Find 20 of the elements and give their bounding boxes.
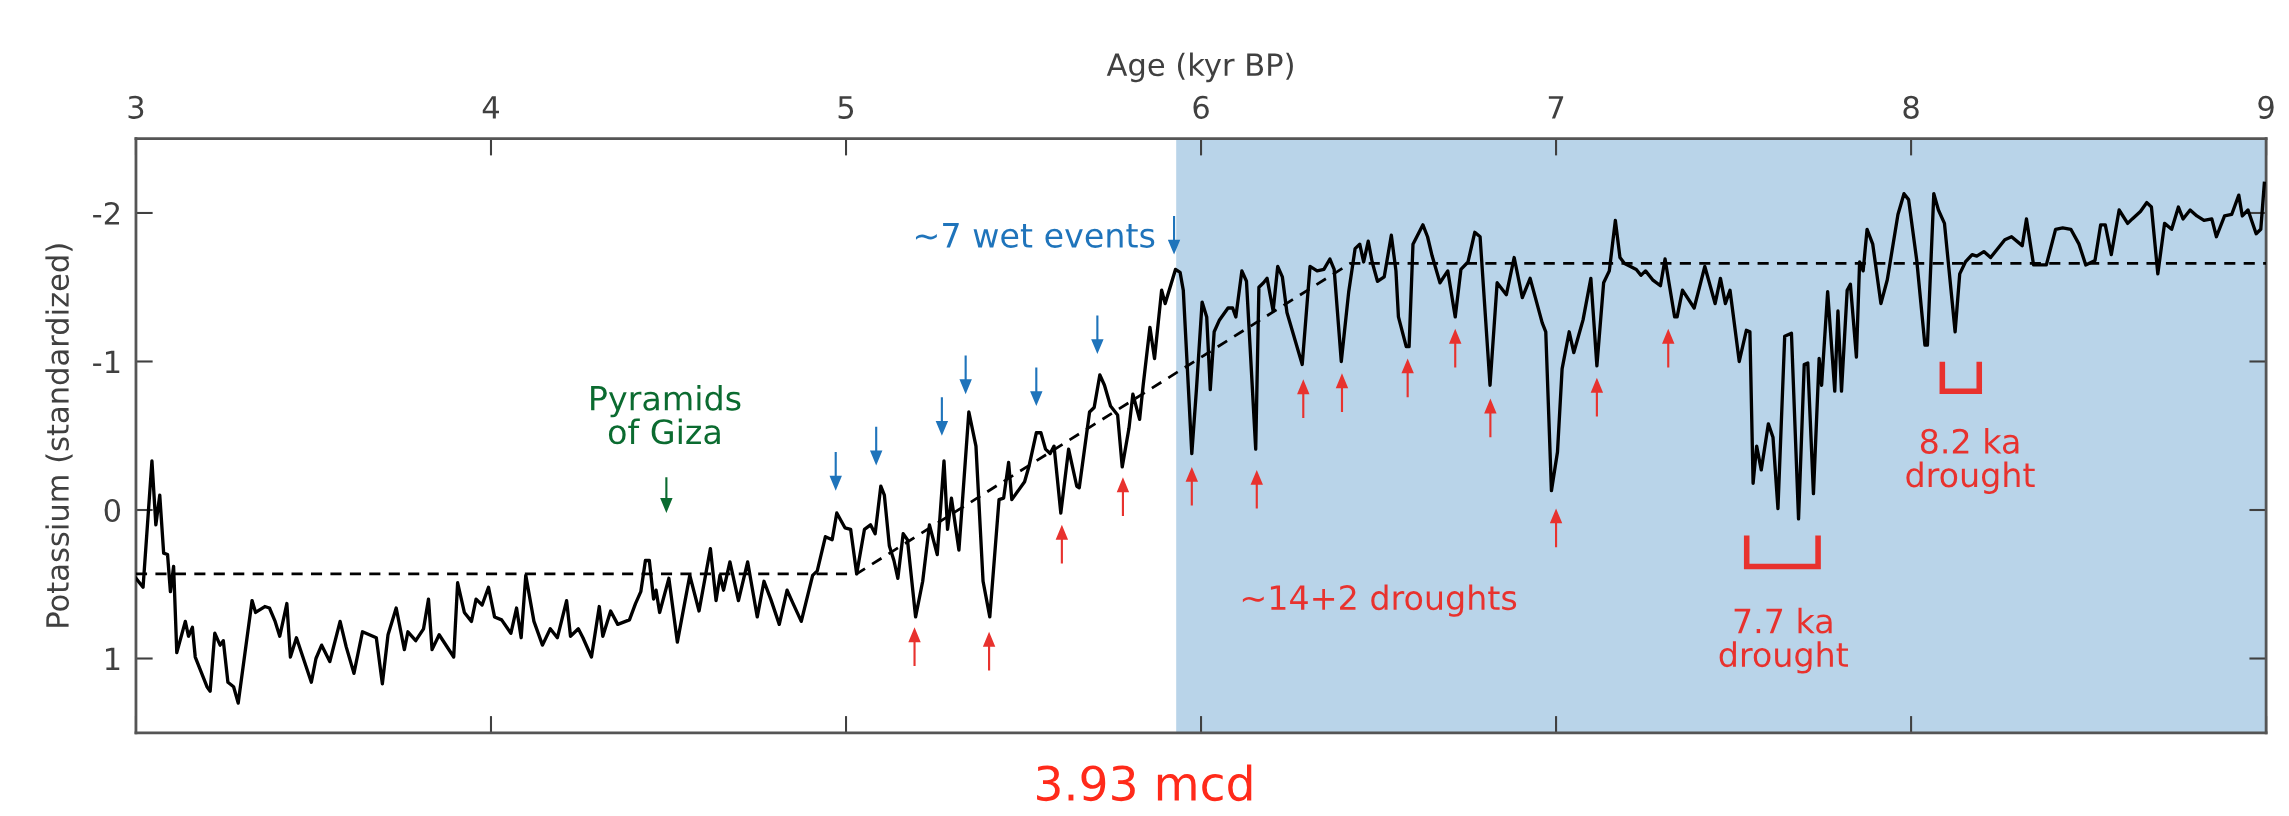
x-tick-label: 7 <box>1548 96 1564 119</box>
annotation: ~7 wet events <box>915 223 1155 248</box>
y-tick-label: -1 <box>93 350 120 374</box>
x-tick-label: 8 <box>1903 95 1919 119</box>
annotation: 7.7 ka drought <box>1719 607 1848 674</box>
annotation: ~14+2 droughts <box>1242 584 1517 617</box>
x-tick-label: 9 <box>2258 95 2274 119</box>
y-tick-label: 1 <box>105 647 120 671</box>
annotation: Pyramids of Giza <box>591 385 741 445</box>
x-tick-label: 3 <box>128 95 144 119</box>
text: 3.93 mcd <box>1037 764 1252 802</box>
x-axis-title: Age (kyr BP) <box>1106 52 1293 83</box>
annotation: 8.2 ka drought <box>1906 428 2035 494</box>
x-tick-label: 6 <box>1193 95 1209 119</box>
x-tick-label: 4 <box>482 96 499 119</box>
y-axis-title: Potassium (standardized) <box>45 244 73 627</box>
y-tick-label: -2 <box>93 201 120 225</box>
line-series <box>135 181 2266 705</box>
x-tick-label: 5 <box>838 96 854 119</box>
y-tick-label: 0 <box>104 498 121 523</box>
